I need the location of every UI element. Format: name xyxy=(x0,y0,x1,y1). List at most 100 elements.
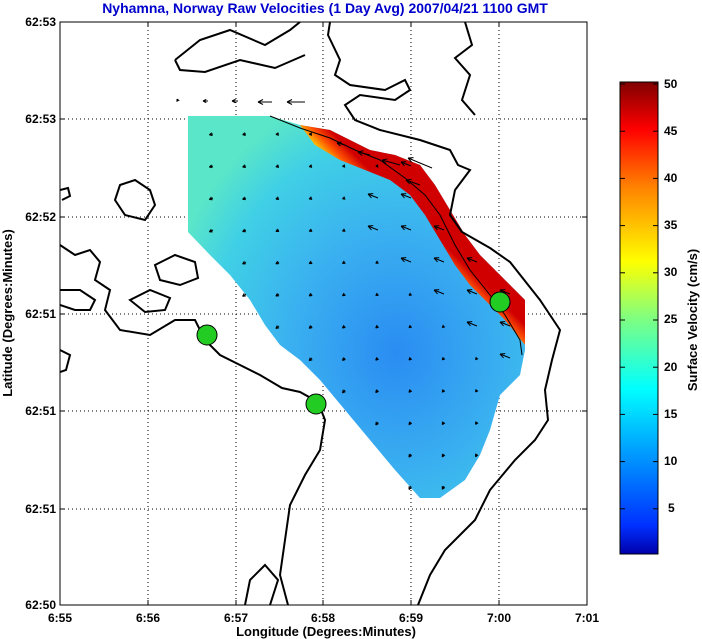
y-tick-label: 62:53 xyxy=(25,15,56,29)
velocity-arrow xyxy=(286,99,305,105)
velocity-arrow xyxy=(242,260,247,265)
plot-area xyxy=(59,21,588,606)
velocity-arrow xyxy=(408,453,413,458)
velocity-arrow xyxy=(375,421,379,426)
velocity-arrow xyxy=(308,196,313,200)
coastline xyxy=(60,22,562,605)
velocity-arrow xyxy=(275,228,280,233)
radar-site-1 xyxy=(196,324,218,346)
velocity-arrow xyxy=(275,132,280,136)
velocity-arrow xyxy=(341,292,346,297)
velocity-arrow xyxy=(400,161,412,167)
velocity-arrow xyxy=(341,389,346,394)
velocity-arrow xyxy=(375,164,379,168)
velocity-arrow xyxy=(475,356,479,361)
velocity-arrow xyxy=(375,324,379,329)
velocity-arrow xyxy=(408,485,413,490)
velocity-arrow xyxy=(466,289,478,295)
velocity-arrow xyxy=(441,356,446,361)
x-tick-label: 6:57 xyxy=(224,611,248,625)
velocity-arrow xyxy=(375,357,379,361)
y-tick-label: 62:50 xyxy=(25,598,56,612)
velocity-arrow xyxy=(275,293,280,297)
velocity-arrow xyxy=(275,260,280,265)
velocity-arrow xyxy=(400,193,412,199)
velocity-arrow xyxy=(367,225,379,231)
x-tick-label: 6:58 xyxy=(311,611,335,625)
velocity-arrow xyxy=(375,260,379,264)
radar-site-3 xyxy=(489,291,511,313)
velocity-arrow xyxy=(375,389,379,394)
velocity-arrow xyxy=(242,293,247,297)
grid-lines xyxy=(59,21,588,606)
velocity-arrow xyxy=(408,292,412,296)
chart-title: Nyhamna, Norway Raw Velocities (1 Day Av… xyxy=(102,0,548,16)
velocity-arrow xyxy=(275,325,280,330)
colorbar-tick-label: 20 xyxy=(664,360,678,374)
colorbar-tick-label: 35 xyxy=(664,218,678,232)
velocity-arrow xyxy=(441,453,446,458)
y-tick-label: 62:53 xyxy=(25,112,56,126)
velocity-arrow xyxy=(357,150,371,157)
x-tick-label: 7:01 xyxy=(575,611,599,625)
velocity-arrow xyxy=(475,421,479,425)
colorbar-tick-labels: 50 45 40 35 30 25 20 15 10 5 xyxy=(664,77,678,515)
velocity-arrow xyxy=(433,225,445,231)
velocity-arrow xyxy=(308,132,313,136)
velocity-arrow xyxy=(342,228,346,232)
velocity-arrow xyxy=(367,193,379,199)
velocity-arrow xyxy=(308,164,313,168)
y-axis-label: Latitude (Degrees:Minutes) xyxy=(0,229,15,397)
velocity-arrow xyxy=(336,141,346,147)
velocity-arrow xyxy=(208,132,214,137)
x-tick-label: 6:56 xyxy=(136,611,160,625)
colorbar-tick-label: 15 xyxy=(664,407,678,421)
velocity-arrow xyxy=(275,196,280,201)
velocity-arrow xyxy=(208,228,214,233)
velocity-arrow xyxy=(308,292,313,297)
velocity-arrow xyxy=(400,225,412,231)
velocity-arrow xyxy=(499,353,511,359)
velocity-arrow xyxy=(441,324,446,329)
velocity-arrow xyxy=(176,98,180,102)
velocity-arrow xyxy=(441,389,446,393)
velocity-arrow xyxy=(405,178,421,186)
y-tick-label: 62:51 xyxy=(25,404,56,418)
radar-site-2 xyxy=(305,393,327,415)
velocity-arrow xyxy=(202,98,208,104)
velocity-arrow xyxy=(407,157,433,169)
velocity-arrow xyxy=(408,421,413,426)
colorbar-tick-label: 5 xyxy=(668,501,675,515)
velocity-arrows xyxy=(176,98,511,490)
velocity-arrow xyxy=(408,324,412,329)
velocity-arrow xyxy=(381,158,401,166)
velocity-arrow xyxy=(308,357,313,362)
colorbar-tick-label: 50 xyxy=(664,77,678,91)
y-tick-label: 62:52 xyxy=(25,210,56,224)
velocity-arrow xyxy=(242,164,247,169)
x-tick-label: 6:55 xyxy=(48,611,72,625)
y-tick-labels: 62:53 62:53 62:52 62:51 62:51 62:51 62:5… xyxy=(25,15,56,612)
velocity-arrow xyxy=(433,257,445,263)
velocity-arrow xyxy=(400,257,412,263)
x-tick-labels: 6:55 6:56 6:57 6:58 6:59 7:00 7:01 xyxy=(48,611,599,625)
high-velocity-edge xyxy=(300,125,525,345)
velocity-arrow xyxy=(466,257,478,263)
x-axis-label: Longitude (Degrees:Minutes) xyxy=(236,624,416,639)
colorbar-scale xyxy=(619,81,659,555)
colorbar-tick-label: 45 xyxy=(664,124,678,138)
velocity-arrow xyxy=(242,196,247,201)
colorbar-label: Surface Velocity (cm/s) xyxy=(685,249,700,391)
velocity-arrow xyxy=(242,228,247,233)
velocity-arrow xyxy=(342,196,346,200)
colorbar-tick-label: 25 xyxy=(664,312,678,326)
x-tick-label: 7:00 xyxy=(487,611,511,625)
velocity-arrow xyxy=(208,164,214,169)
velocity-arrow xyxy=(341,260,346,264)
velocity-arrow xyxy=(341,325,346,329)
velocity-arrow xyxy=(375,292,379,297)
velocity-arrow xyxy=(433,289,445,295)
y-tick-label: 62:51 xyxy=(25,502,56,516)
velocity-arrow xyxy=(257,99,272,105)
